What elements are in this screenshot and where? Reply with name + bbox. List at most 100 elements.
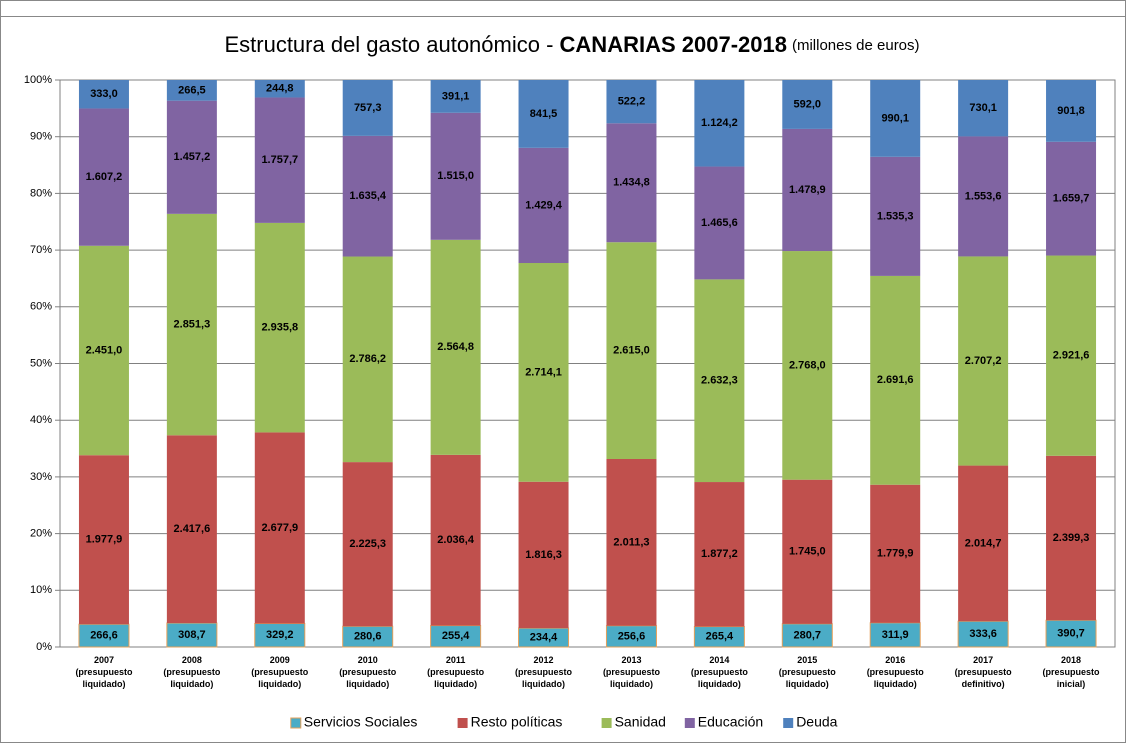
data-label: 311,9 <box>882 629 909 641</box>
x-tick-line: 2013 <box>621 655 641 665</box>
y-tick-label: 20% <box>30 528 52 540</box>
bar-segment <box>694 279 745 483</box>
x-tick-line: 2007 <box>94 655 114 665</box>
legend-swatch <box>601 718 612 728</box>
data-label: 901,8 <box>1057 105 1085 117</box>
x-tick-line: 2014 <box>709 655 729 665</box>
bar-segment <box>78 455 129 625</box>
data-label: 841,5 <box>530 108 558 120</box>
x-tick-label: 2013 (presupuesto liquidado) <box>603 655 661 689</box>
bar-segment <box>166 435 217 624</box>
data-label: 1.124,2 <box>701 117 738 129</box>
data-label: 2.714,1 <box>525 366 562 378</box>
x-tick-line: (presupuesto <box>955 667 1013 677</box>
x-tick-line: liquidado) <box>698 679 741 689</box>
data-label: 522,2 <box>618 96 646 108</box>
data-label: 2.677,9 <box>261 522 298 534</box>
bar-segment <box>1046 255 1097 456</box>
legend-swatch <box>290 717 302 729</box>
bar-segment <box>782 251 833 480</box>
data-label: 2.921,6 <box>1053 350 1090 362</box>
data-label: 329,2 <box>266 629 294 641</box>
x-tick-line: (presupuesto <box>603 667 661 677</box>
data-label: 592,0 <box>794 98 822 110</box>
y-tick-label: 70% <box>30 244 52 256</box>
data-label: 1.635,4 <box>349 190 387 202</box>
bar-segment <box>606 80 657 124</box>
data-label: 1.515,0 <box>437 170 474 182</box>
data-label: 2.399,3 <box>1053 532 1090 544</box>
x-tick-line: (presupuesto <box>779 667 837 677</box>
y-tick-label: 30% <box>30 471 52 483</box>
x-tick-label: 2015 (presupuesto liquidado) <box>779 655 837 689</box>
title-main: Estructura del gasto autonómico - <box>224 32 559 57</box>
data-label: 1.779,9 <box>877 548 914 560</box>
x-tick-line: (presupuesto <box>515 667 573 677</box>
x-tick-line: 2008 <box>182 655 202 665</box>
data-label: 2.615,0 <box>613 345 650 357</box>
data-label: 2.768,0 <box>789 359 826 371</box>
y-tick-label: 60% <box>30 301 52 313</box>
x-tick-label: 2010 (presupuesto liquidado) <box>339 655 397 689</box>
bar-segment <box>870 156 921 276</box>
data-label: 1.553,6 <box>965 190 1002 202</box>
bar-segment <box>1046 141 1097 256</box>
x-tick-line: liquidado) <box>82 679 125 689</box>
legend-label: Educación <box>698 714 763 730</box>
data-label: 2.036,4 <box>437 534 475 546</box>
data-label: 2.417,6 <box>174 523 211 535</box>
x-tick-line: 2011 <box>446 655 466 665</box>
x-tick-line: (presupuesto <box>339 667 397 677</box>
data-label: 757,3 <box>354 102 382 114</box>
data-label: 1.816,3 <box>525 549 562 561</box>
bar-segment <box>430 112 481 240</box>
data-label: 2.564,8 <box>437 341 474 353</box>
x-tick-line: liquidado) <box>610 679 653 689</box>
bar-segment <box>606 123 657 243</box>
data-label: 266,5 <box>178 84 206 96</box>
x-tick-line: inicial) <box>1057 679 1086 689</box>
bar-segment <box>342 462 393 627</box>
x-tick-label: 2011 (presupuesto liquidado) <box>427 655 485 689</box>
bar-segment <box>957 620 1009 648</box>
bar-segment <box>694 482 745 627</box>
data-label: 266,6 <box>90 630 118 642</box>
data-label: 2.935,8 <box>261 322 298 334</box>
bar-segment <box>78 80 129 109</box>
bar-segment <box>958 80 1009 137</box>
data-label: 1.877,2 <box>701 548 738 560</box>
x-tick-line: (presupuesto <box>1043 667 1101 677</box>
bar-segment <box>606 242 657 460</box>
bar-segment <box>166 213 217 436</box>
bar-segment <box>694 80 745 167</box>
bar-segment <box>78 245 129 456</box>
bar-segment <box>254 97 305 223</box>
x-tick-line: liquidado) <box>434 679 477 689</box>
bar-segment <box>694 166 745 280</box>
y-tick-label: 80% <box>30 187 52 199</box>
bar-segment <box>1045 619 1097 648</box>
x-tick-label: 2017 (presupuesto definitivo) <box>955 655 1013 689</box>
data-label: 308,7 <box>178 629 206 641</box>
x-tick-line: (presupuesto <box>867 667 925 677</box>
y-tick-label: 40% <box>30 414 52 426</box>
data-label: 2.691,6 <box>877 374 914 386</box>
legend-label: Deuda <box>796 714 837 730</box>
x-tick-line: liquidado) <box>786 679 829 689</box>
y-tick-label: 0% <box>36 641 52 653</box>
data-label: 390,7 <box>1057 628 1085 640</box>
bar-segment <box>78 108 129 246</box>
data-label: 2.014,7 <box>965 537 1002 549</box>
bar-segment <box>166 100 217 214</box>
bar-segment <box>254 222 305 433</box>
legend-label: Servicios Sociales <box>304 714 418 730</box>
data-label: 2.707,2 <box>965 355 1002 367</box>
bar-segment <box>342 135 393 257</box>
data-label: 280,7 <box>794 629 822 641</box>
x-tick-line: liquidado) <box>170 679 213 689</box>
title-bold: CANARIAS 2007-2018 <box>560 32 787 57</box>
data-label: 730,1 <box>969 102 997 114</box>
bar-segment <box>782 128 833 252</box>
data-label: 333,6 <box>969 628 997 640</box>
